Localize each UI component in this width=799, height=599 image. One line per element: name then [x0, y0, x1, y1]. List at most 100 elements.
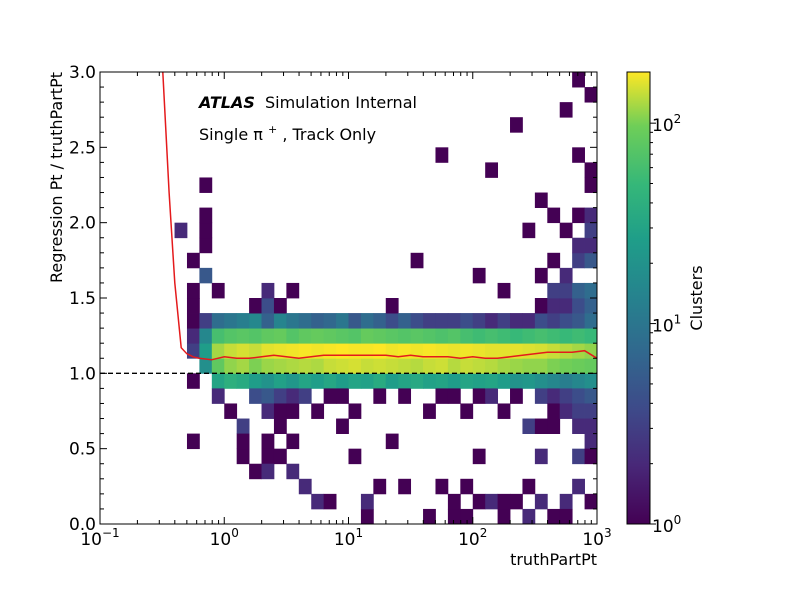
histogram-cell — [261, 463, 275, 480]
histogram-cell — [199, 328, 213, 344]
histogram-cell — [261, 343, 275, 359]
histogram-cell — [584, 237, 597, 254]
histogram-cell — [224, 343, 238, 359]
histogram-cell — [199, 343, 213, 359]
histogram-cell — [224, 328, 238, 344]
histogram-cell — [510, 388, 523, 404]
colorbar-tick-label: 101 — [652, 313, 681, 337]
histogram-cell — [497, 328, 511, 344]
process-label-prefix: Single π — [199, 125, 263, 144]
histogram-cell — [199, 313, 213, 329]
histogram-cell — [298, 358, 312, 374]
histogram-cell — [597, 373, 610, 388]
histogram-cell — [261, 298, 275, 314]
histogram-cell — [547, 508, 561, 524]
histogram-cell — [211, 388, 225, 404]
histogram-cell — [224, 358, 238, 374]
x-tick-label: 101 — [334, 526, 363, 550]
histogram-cell — [273, 313, 287, 329]
histogram-cell — [186, 313, 200, 329]
histogram-cell — [572, 282, 585, 299]
histogram-cell — [572, 478, 585, 495]
histogram-cell — [584, 87, 597, 103]
histogram-cell — [373, 478, 387, 495]
histogram-cell — [398, 328, 412, 344]
histogram-cell — [236, 433, 250, 450]
histogram-cell — [547, 388, 561, 404]
histogram-cell — [460, 343, 474, 359]
histogram-cell — [447, 493, 461, 510]
histogram-cell — [410, 313, 424, 329]
histogram-cell — [199, 237, 213, 254]
histogram-cell — [559, 508, 573, 524]
histogram-cell — [584, 207, 597, 224]
histogram-cell — [547, 313, 561, 329]
histogram-cell — [572, 237, 585, 254]
histogram-cell — [323, 313, 337, 329]
histogram-cell — [597, 434, 610, 449]
histogram-cell — [298, 388, 312, 404]
histogram-cell — [348, 328, 362, 344]
histogram-cell — [224, 313, 238, 329]
histogram-cell — [373, 358, 387, 374]
y-tick-label: 0.0 — [69, 515, 96, 535]
histogram-cell — [360, 373, 374, 389]
histogram-cell — [572, 313, 585, 329]
histogram-cell — [373, 373, 387, 389]
histogram-cell — [460, 313, 474, 329]
histogram-cell — [360, 508, 374, 524]
histogram-cell — [597, 328, 610, 343]
histogram-cell — [336, 358, 349, 374]
histogram-cell — [224, 373, 238, 389]
histogram-cell — [373, 388, 387, 404]
histogram-cell — [485, 343, 499, 359]
histogram-cell — [211, 328, 225, 344]
colorbar — [626, 71, 651, 525]
histogram-cell — [273, 448, 287, 465]
histogram-cell — [584, 358, 597, 374]
histogram-cell — [249, 328, 262, 344]
histogram-cell — [485, 388, 499, 404]
histogram-cell — [522, 343, 536, 359]
histogram-cell — [472, 388, 486, 404]
histogram-cell — [597, 313, 610, 328]
histogram-cell — [597, 238, 610, 253]
histogram-cell — [336, 343, 349, 359]
histogram-cell — [597, 298, 610, 313]
histogram-cell — [398, 478, 412, 495]
histogram-cell — [597, 193, 610, 208]
x-axis-label: truthPartPt — [510, 550, 597, 569]
histogram-cell — [410, 343, 424, 359]
histogram-cell — [497, 403, 511, 419]
histogram-cell — [273, 358, 287, 374]
histogram-cell — [510, 358, 523, 374]
histogram-cell — [249, 373, 262, 389]
histogram-cell — [584, 493, 597, 510]
histogram-cell — [597, 403, 610, 418]
histogram-cell — [323, 328, 337, 344]
histogram-cell — [497, 343, 511, 359]
histogram-cell — [472, 343, 486, 359]
histogram-cell — [472, 267, 486, 284]
histogram-cell — [398, 343, 412, 359]
histogram-cell — [584, 313, 597, 329]
histogram-cell — [559, 102, 573, 118]
histogram-cell — [597, 509, 610, 524]
histogram-cell — [385, 433, 399, 450]
histogram-cell — [510, 493, 523, 510]
histogram-cell — [472, 373, 486, 389]
histogram-cell — [497, 358, 511, 374]
histogram-cell — [534, 267, 548, 284]
histogram-cell — [311, 493, 325, 510]
histogram-cell — [249, 298, 262, 314]
histogram-cell — [584, 343, 597, 359]
histogram-cell — [497, 373, 511, 389]
histogram-cell — [348, 373, 362, 389]
histogram-cell — [485, 162, 499, 178]
histogram-cell — [572, 358, 585, 374]
histogram-cell — [534, 298, 548, 314]
histogram-cell — [261, 403, 275, 419]
x-tick-label: 103 — [582, 526, 611, 550]
histogram-cell — [597, 253, 610, 268]
histogram-cell — [273, 388, 287, 404]
